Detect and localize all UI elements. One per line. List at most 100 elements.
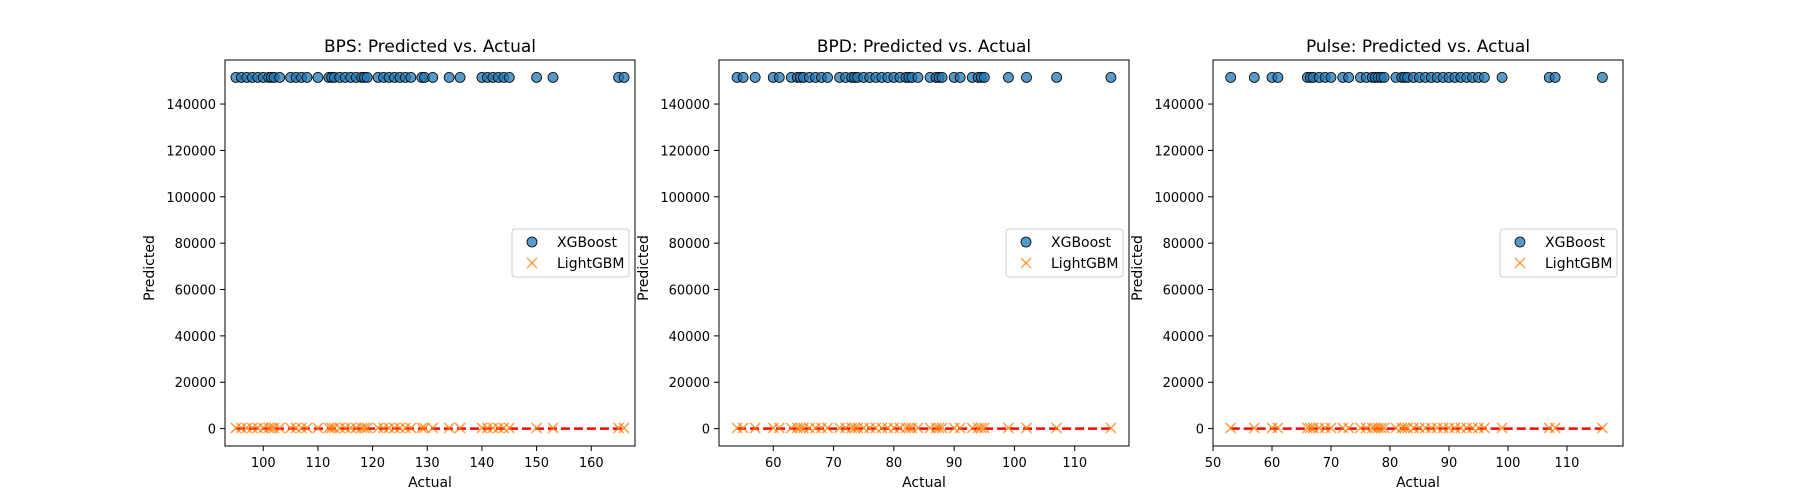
xgboost-point	[936, 71, 948, 83]
y-tick-label: 100000	[660, 191, 710, 206]
y-axis-ticks: 0 20000 40000 60000 80000 100000 120000 140000	[660, 98, 719, 438]
x-tick-label: 110	[306, 456, 331, 471]
xgboost-point	[773, 71, 785, 83]
lightgbm-point	[265, 422, 277, 434]
lightgbm-point	[394, 422, 406, 434]
xgboost-point	[312, 71, 324, 83]
xgboost-point	[1248, 71, 1260, 83]
lightgbm-point	[737, 422, 749, 434]
lightgbm-point	[1596, 422, 1608, 434]
lightgbm-point	[613, 422, 625, 434]
lightgbm-point	[419, 422, 431, 434]
legend-xgboost-label: XGBoost	[1051, 235, 1111, 251]
y-tick-label: 20000	[1163, 376, 1204, 391]
legend-lightgbm-marker	[526, 257, 538, 269]
xgboost-point	[361, 71, 373, 83]
legend: XGBoost LightGBM	[511, 228, 630, 278]
xgboost-point	[978, 71, 990, 83]
xgboost-point	[443, 71, 455, 83]
x-axis-ticks: 100 110 120 130 140 150 160	[251, 446, 604, 471]
panel-pulse: Pulse: Predicted vs. Actual Actual Predi…	[1130, 37, 1624, 491]
y-tick-label: 120000	[166, 144, 216, 159]
lightgbm-point	[749, 422, 761, 434]
lightgbm-point	[356, 422, 368, 434]
x-tick-label: 100	[251, 456, 276, 471]
xgboost-point	[912, 71, 924, 83]
y-tick-label: 40000	[1163, 330, 1204, 345]
y-axis-ticks: 0 20000 40000 60000 80000 100000 120000 140000	[1154, 98, 1213, 438]
x-tick-label: 90	[1441, 456, 1458, 471]
legend-box	[511, 228, 630, 278]
x-tick-label: 70	[825, 456, 842, 471]
lightgbm-point	[405, 422, 417, 434]
legend-lightgbm-label: LightGBM	[557, 256, 624, 272]
xgboost-points	[731, 71, 1117, 83]
x-axis-label: Actual	[408, 475, 452, 491]
y-tick-label: 0	[1196, 423, 1204, 438]
xgboost-point	[1021, 71, 1032, 83]
lightgbm-points	[1225, 422, 1608, 434]
lightgbm-point	[246, 422, 258, 434]
lightgbm-point	[443, 422, 455, 434]
legend-xgboost-label: XGBoost	[1545, 235, 1605, 251]
xgboost-point	[1051, 71, 1063, 83]
lightgbm-point	[326, 422, 338, 434]
x-tick-label: 50	[1205, 456, 1222, 471]
xgboost-point	[1478, 71, 1490, 83]
lightgbm-point	[268, 422, 280, 434]
y-tick-label: 140000	[660, 98, 710, 113]
y-tick-label: 60000	[1163, 284, 1204, 299]
xgboost-points	[1225, 71, 1608, 83]
y-tick-label: 20000	[175, 376, 216, 391]
panel-title: BPS: Predicted vs. Actual	[324, 37, 536, 57]
xgboost-points	[230, 71, 630, 83]
legend-lightgbm-marker	[1020, 257, 1032, 269]
y-tick-label: 140000	[166, 98, 216, 113]
lightgbm-point	[334, 422, 346, 434]
legend: XGBoost LightGBM	[1005, 228, 1124, 278]
lightgbm-point	[1325, 422, 1337, 434]
lightgbm-points	[230, 422, 630, 434]
xgboost-point	[737, 71, 749, 83]
y-tick-label: 80000	[1163, 237, 1204, 252]
lightgbm-point	[1375, 422, 1387, 434]
y-tick-label: 60000	[175, 284, 216, 299]
lightgbm-point	[1399, 422, 1411, 434]
axes-frame	[718, 59, 1130, 447]
x-tick-label: 80	[1382, 456, 1399, 471]
x-tick-label: 130	[415, 456, 440, 471]
lightgbm-point	[241, 422, 253, 434]
xgboost-point	[1003, 71, 1014, 83]
lightgbm-point	[416, 422, 428, 434]
xgboost-point	[1272, 71, 1284, 83]
lightgbm-point	[301, 422, 313, 434]
xgboost-point	[822, 71, 833, 83]
lightgbm-point	[978, 422, 990, 434]
xgboost-point	[1105, 71, 1117, 83]
xgboost-point	[1549, 71, 1561, 83]
lightgbm-point	[1496, 422, 1508, 434]
lightgbm-point	[1304, 422, 1316, 434]
panel-title: BPD: Predicted vs. Actual	[817, 37, 1031, 57]
panel-bpd: BPD: Predicted vs. Actual Actual Predict…	[636, 37, 1130, 491]
plot-area	[230, 71, 630, 434]
y-axis-label: Predicted	[142, 235, 158, 301]
x-tick-label: 150	[524, 456, 549, 471]
lightgbm-point	[531, 422, 543, 434]
x-tick-label: 120	[360, 456, 385, 471]
panel-title: Pulse: Predicted vs. Actual	[1306, 37, 1530, 57]
lightgbm-point	[821, 422, 834, 434]
legend-lightgbm-marker	[1514, 257, 1526, 269]
y-tick-label: 40000	[669, 330, 710, 345]
legend-lightgbm-label: LightGBM	[1545, 256, 1612, 272]
lightgbm-point	[503, 422, 515, 434]
lightgbm-point	[481, 422, 493, 434]
y-tick-label: 40000	[175, 330, 216, 345]
lightgbm-point	[296, 422, 308, 434]
lightgbm-point	[1225, 422, 1237, 434]
x-tick-label: 100	[1496, 456, 1521, 471]
legend-xgboost-label: XGBoost	[557, 235, 617, 251]
lightgbm-point	[1020, 422, 1033, 434]
xgboost-point	[274, 71, 286, 83]
